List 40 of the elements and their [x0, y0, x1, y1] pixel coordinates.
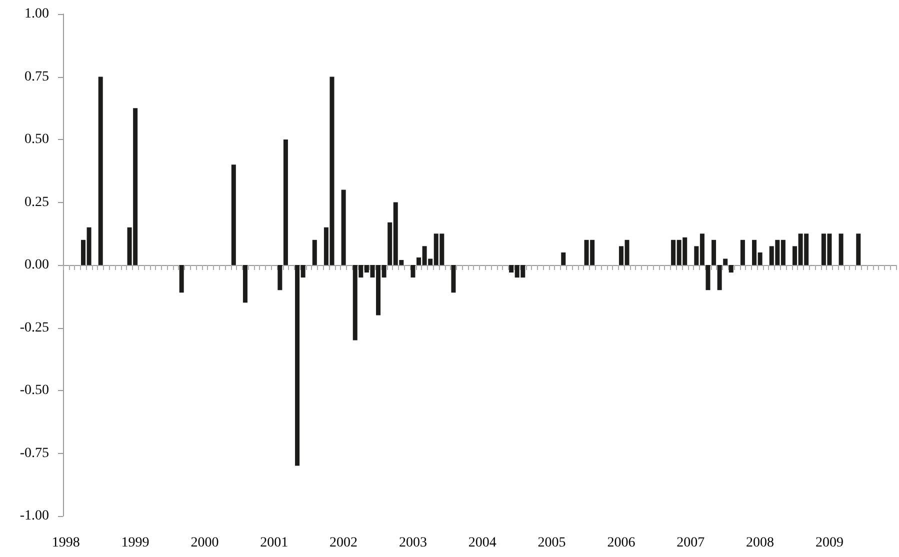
- x-tick-label: 2001: [260, 536, 288, 550]
- bar: [179, 265, 184, 293]
- x-tick-label: 2007: [676, 536, 705, 550]
- bar: [451, 265, 456, 293]
- bar: [838, 234, 844, 265]
- y-tick-label: -0.25: [20, 320, 49, 336]
- y-tick-label: -0.50: [20, 383, 49, 398]
- bar: [712, 240, 716, 265]
- x-tick-label: 2005: [538, 536, 566, 550]
- bar: [728, 265, 734, 273]
- x-tick-label: 2004: [468, 536, 496, 550]
- bar: [242, 265, 248, 303]
- bar: [278, 265, 282, 290]
- bar: [98, 76, 103, 265]
- bar: [717, 265, 722, 290]
- y-tick-label: -0.75: [20, 446, 49, 461]
- x-tick-label: 2000: [190, 536, 219, 550]
- y-tick-label: 0.00: [24, 258, 49, 272]
- y-tick-label: 0.50: [24, 132, 49, 147]
- x-tick-label: 2003: [398, 536, 427, 550]
- bar: [231, 164, 236, 265]
- bar: [410, 265, 416, 278]
- y-tick-label: 1.00: [24, 6, 49, 22]
- x-tick-label: 1998: [52, 536, 80, 550]
- x-tick-label: 2002: [330, 536, 358, 550]
- bar: [312, 240, 317, 265]
- bar: [740, 240, 745, 265]
- bar: [706, 265, 710, 290]
- bar: [723, 258, 728, 265]
- bar: [856, 234, 861, 265]
- bar: [341, 190, 346, 265]
- y-tick-label: -1.00: [20, 508, 49, 524]
- y-tick-label: 0.25: [24, 194, 49, 210]
- x-tick-label: 2009: [815, 536, 844, 550]
- x-tick-label: 2008: [746, 536, 774, 550]
- bar: [561, 252, 566, 265]
- x-tick-label: 1999: [121, 536, 150, 550]
- y-tick-label: 0.75: [24, 69, 49, 84]
- x-tick-label: 2006: [607, 536, 636, 550]
- bar: [283, 140, 288, 265]
